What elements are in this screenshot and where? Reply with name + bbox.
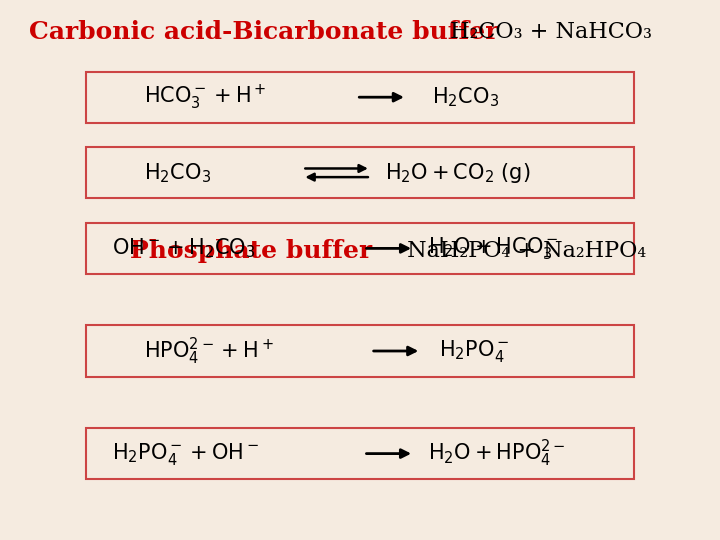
FancyBboxPatch shape bbox=[86, 428, 634, 480]
Text: $\mathrm{H_2CO_3}$: $\mathrm{H_2CO_3}$ bbox=[144, 161, 211, 185]
Text: $\mathrm{H_2O + CO_2\ (g)}$: $\mathrm{H_2O + CO_2\ (g)}$ bbox=[385, 161, 531, 185]
Text: $\mathrm{H_2O + HCO_3^-}$: $\mathrm{H_2O + HCO_3^-}$ bbox=[428, 235, 559, 261]
Text: Carbonic acid-Bicarbonate buffer: Carbonic acid-Bicarbonate buffer bbox=[29, 21, 498, 44]
Text: $\mathrm{HCO_3^- + H^+}$: $\mathrm{HCO_3^- + H^+}$ bbox=[144, 83, 266, 112]
Text: $\mathrm{HPO_4^{2-} + H^+}$: $\mathrm{HPO_4^{2-} + H^+}$ bbox=[144, 335, 274, 367]
Text: $\mathrm{OH^- + H_2CO_3}$: $\mathrm{OH^- + H_2CO_3}$ bbox=[112, 237, 255, 260]
Text: H₂CO₃ + NaHCO₃: H₂CO₃ + NaHCO₃ bbox=[443, 22, 652, 43]
Text: Phosphate buffer: Phosphate buffer bbox=[130, 239, 372, 263]
FancyBboxPatch shape bbox=[86, 71, 634, 123]
Text: NaH₂PO₄ + Na₂HPO₄: NaH₂PO₄ + Na₂HPO₄ bbox=[400, 240, 646, 262]
FancyBboxPatch shape bbox=[86, 325, 634, 377]
Text: $\mathrm{H_2PO_4^- + OH^-}$: $\mathrm{H_2PO_4^- + OH^-}$ bbox=[112, 441, 258, 467]
Text: $\mathrm{H_2PO_4^-}$: $\mathrm{H_2PO_4^-}$ bbox=[439, 338, 510, 364]
Text: $\mathrm{H_2CO_3}$: $\mathrm{H_2CO_3}$ bbox=[432, 85, 499, 109]
Text: $\mathrm{H_2O + HPO_4^{2-}}$: $\mathrm{H_2O + HPO_4^{2-}}$ bbox=[428, 438, 566, 469]
FancyBboxPatch shape bbox=[86, 222, 634, 274]
FancyBboxPatch shape bbox=[86, 147, 634, 198]
